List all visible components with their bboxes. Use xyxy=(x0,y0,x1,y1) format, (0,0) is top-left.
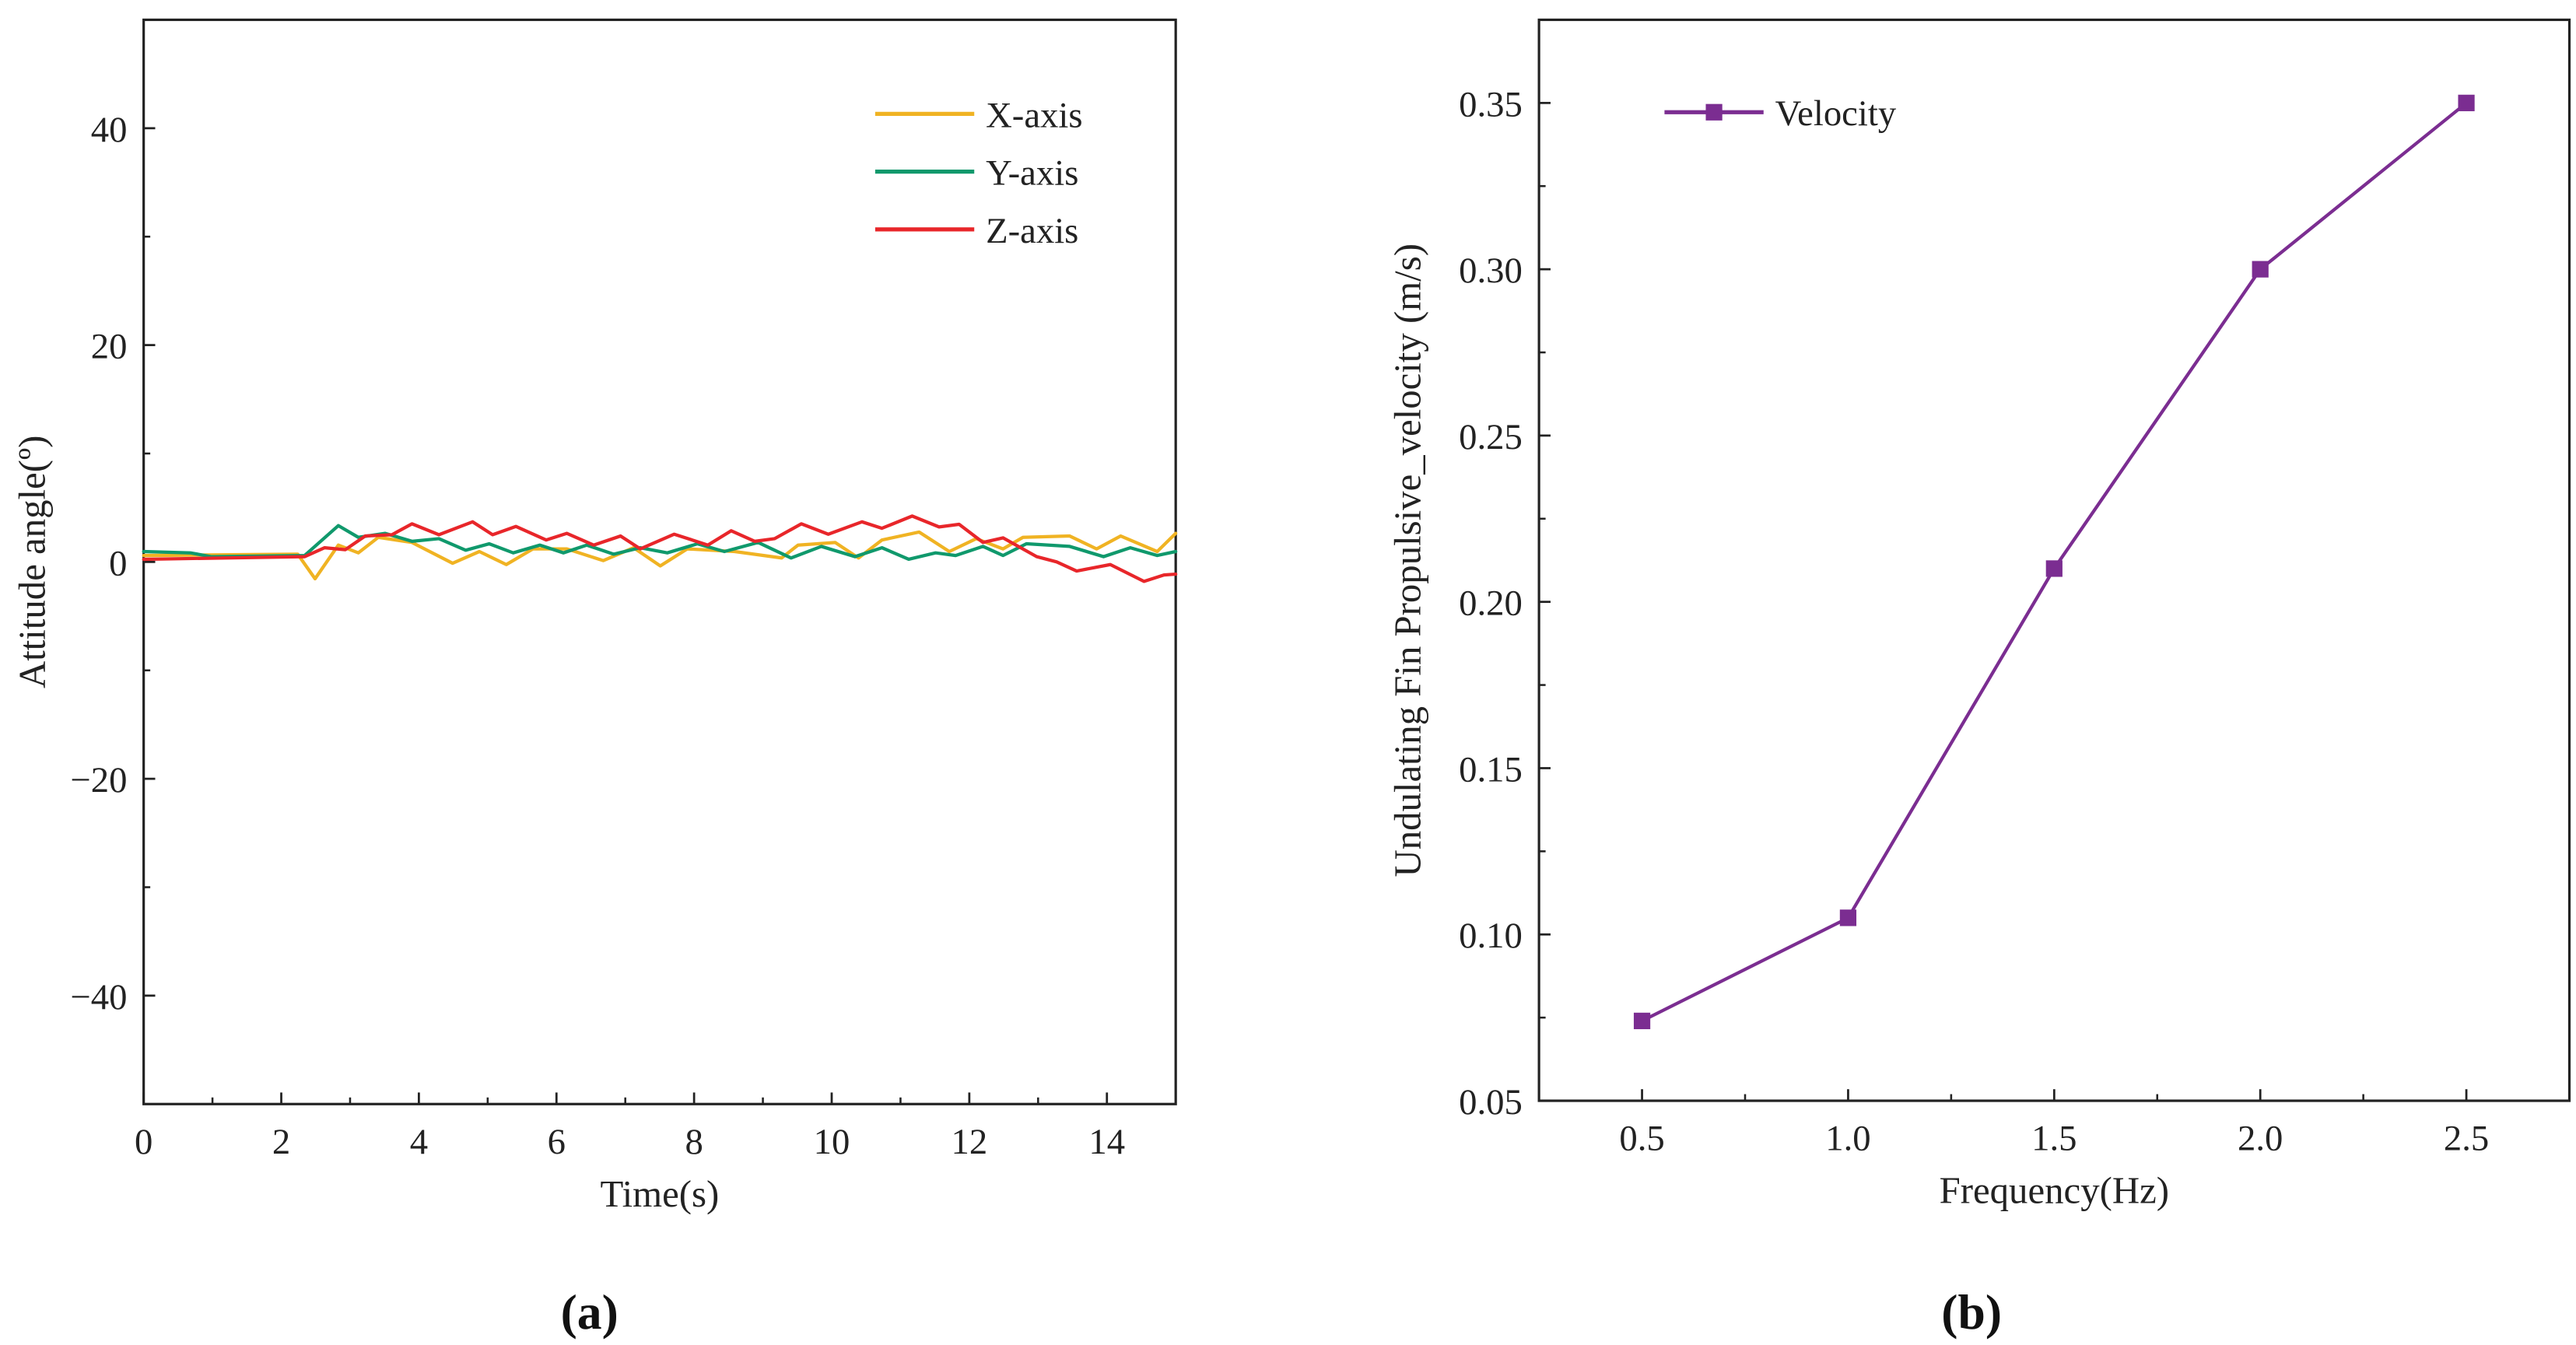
series-line-y-axis xyxy=(142,524,1178,562)
y-tick-label: −20 xyxy=(70,760,127,800)
x-tick-label: 4 xyxy=(410,1122,428,1162)
data-point-marker xyxy=(2252,261,2269,278)
data-point-marker xyxy=(1633,1012,1651,1030)
x-tick-label: 6 xyxy=(548,1122,566,1162)
panel-label-a: (a) xyxy=(561,1284,619,1340)
legend-label: Y-axis xyxy=(986,153,1078,194)
y-axis-title: Attitude angle(º) xyxy=(11,436,53,688)
y-tick-label: 0.20 xyxy=(1459,583,1523,624)
y-tick-label: 0.15 xyxy=(1459,749,1523,790)
legend-label: Velocity xyxy=(1775,93,1897,134)
x-tick-label: 0 xyxy=(135,1122,152,1162)
legend-marker xyxy=(1705,103,1723,121)
data-point-marker xyxy=(2458,94,2475,111)
legend-label: Z-axis xyxy=(986,211,1078,251)
legend-label: X-axis xyxy=(986,95,1082,135)
plot-frame xyxy=(1537,18,2571,1102)
x-axis-title: Frequency(Hz) xyxy=(1940,1170,2169,1212)
panel-label-b: (b) xyxy=(1941,1284,2002,1340)
series-line-x-axis xyxy=(142,530,1178,581)
x-tick-label: 8 xyxy=(685,1122,703,1162)
panel-b-velocity: 0.5 1.0 1.5 2.0 2.5 0.05 0.10 0.15 0.20 0.25 0.30 0… xyxy=(1386,18,2571,1212)
y-tick-label: 0.25 xyxy=(1459,417,1523,457)
x-tick-label: 12 xyxy=(952,1122,988,1162)
y-tick-label: 0 xyxy=(109,543,127,583)
series-line-z-axis xyxy=(142,514,1178,583)
y-tick-label: −40 xyxy=(70,977,127,1018)
x-tick-label: 2.0 xyxy=(2238,1119,2283,1159)
y-tick-label: 0.30 xyxy=(1459,250,1523,291)
x-tick-label: 2 xyxy=(272,1122,290,1162)
y-tick-label: 20 xyxy=(91,327,128,367)
x-tick-label: 10 xyxy=(814,1122,850,1162)
x-tick-label: 1.5 xyxy=(2031,1119,2077,1159)
y-axis-title: Undulating Fin Propulsive_velocity (m/s) xyxy=(1386,243,1428,877)
y-tick-label: 0.10 xyxy=(1459,916,1523,956)
y-tick-label: 0.35 xyxy=(1459,84,1523,124)
y-tick-label: 40 xyxy=(91,110,128,150)
data-point-marker xyxy=(2045,560,2063,577)
data-point-marker xyxy=(1839,909,1857,926)
x-axis-title: Time(s) xyxy=(601,1173,720,1215)
x-tick-label: 0.5 xyxy=(1619,1119,1664,1159)
x-tick-label: 1.0 xyxy=(1825,1119,1870,1159)
x-tick-label: 14 xyxy=(1088,1122,1125,1162)
panel-a-attitude-angle: 0 2 4 6 8 10 12 14 −40 −20 0 20 40 Time(s) Attitude an… xyxy=(11,18,1178,1215)
y-tick-label: 0.05 xyxy=(1459,1082,1523,1123)
x-tick-label: 2.5 xyxy=(2444,1119,2489,1159)
